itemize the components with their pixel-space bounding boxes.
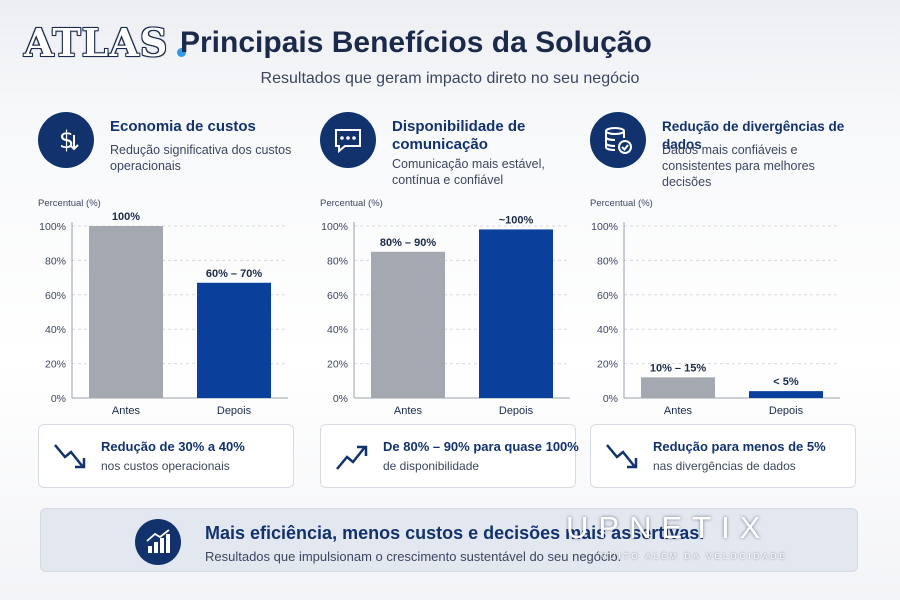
panel-description: Redução significativa dos custos operaci… [110,143,292,173]
y-tick-label: 20% [45,359,66,371]
bar-depois [197,282,271,398]
summary-card: De 80% – 90% para quase 100% de disponib… [320,424,579,488]
data-label: 10% – 15% [650,362,706,374]
panel-description: Dados mais confiáveis e consistentes par… [662,143,815,189]
bar-chart: Percentual (%) 0% 20% 40% 60% 80% 100% 100% Ante… [38,198,288,416]
panel-data-divergence: Redução de divergências de dados Dados m… [590,108,860,493]
y-tick-label: 80% [597,255,618,267]
trend-down-icon [603,437,643,482]
y-axis-label: Percentual (%) [320,198,383,209]
y-tick-label: 20% [597,359,618,371]
y-tick-label: 100% [591,221,618,233]
bar-antes [371,251,445,398]
bar-chart: Percentual (%) 0% 20% 40% 60% 80% 100% 10% – 15… [590,198,840,416]
summary-text: nas divergências de dados [653,459,796,473]
upnetix-watermark: UPNETIX [566,510,771,545]
database-check-icon [590,112,646,168]
y-tick-label: 40% [597,324,618,336]
x-tick-label: Antes [664,405,693,416]
x-tick-label: Antes [394,405,423,416]
summary-text: de disponibilidade [383,459,480,473]
summary-card: Redução para menos de 5% nas divergência… [590,424,856,488]
chat-bubble-icon [320,112,376,168]
y-axis-label: Percentual (%) [590,198,653,209]
y-tick-label: 80% [45,255,66,267]
y-tick-label: 40% [327,324,348,336]
banner-text: Resultados que impulsionam o crescimento… [205,549,622,564]
trend-down-icon [51,437,91,482]
bar-chart: Percentual (%) 0% 20% 40% 60% 80% 100% 80% – 90… [320,198,570,416]
y-tick-label: 0% [603,393,618,405]
y-tick-label: 20% [327,359,348,371]
y-tick-label: 60% [45,290,66,302]
summary-title: De 80% – 90% para quase 100% [383,439,579,454]
summary-text: nos custos operacionais [101,459,230,473]
banner-title: Mais eficiência, menos custos e decisões… [205,523,705,543]
data-label: ~100% [499,214,534,226]
bar-depois [479,229,553,398]
atlas-logo-dot [177,48,186,57]
panel-title: Redução de divergências de dados [662,119,845,152]
bottom-banner: Mais eficiência, menos custos e decisões… [40,508,858,572]
bar-antes [641,377,715,398]
x-tick-label: Antes [112,405,141,416]
summary-title: Redução para menos de 5% [653,439,826,454]
trend-up-icon [333,437,373,482]
panel-communication: Disponibilidade de comunicação Comunicaç… [320,108,590,493]
y-axis-label: Percentual (%) [38,198,101,209]
y-tick-label: 40% [45,324,66,336]
data-label: < 5% [773,376,799,388]
bar-depois [749,391,823,398]
panel-cost-savings: $ Economia de custos Redução significati… [38,108,308,493]
data-label: 60% – 70% [206,268,262,280]
atlas-logo: ATLAS [24,20,169,65]
page-subtitle: Resultados que geram impacto direto no s… [260,70,640,87]
y-tick-label: 0% [333,393,348,405]
summary-card: Redução de 30% a 40% nos custos operacio… [38,424,294,488]
summary-title: Redução de 30% a 40% [101,439,245,454]
panel-title: Economia de custos [110,118,256,135]
y-tick-label: 80% [327,255,348,267]
data-label: 100% [112,211,140,223]
growth-chart-icon [135,519,181,565]
y-tick-label: 100% [321,221,348,233]
x-tick-label: Depois [769,405,804,416]
y-tick-label: 60% [597,290,618,302]
data-label: 80% – 90% [380,237,436,249]
upnetix-tagline: MUITO ALÉM DA VELOCIDADE [600,552,788,561]
y-tick-label: 100% [39,221,66,233]
dollar-down-icon: $ [38,112,94,168]
y-tick-label: 60% [327,290,348,302]
page-title: Principais Benefícios da Solução [180,26,652,59]
x-tick-label: Depois [217,405,252,416]
x-tick-label: Depois [499,405,534,416]
panel-title: Disponibilidade de comunicação [392,118,526,153]
bar-antes [89,226,163,398]
y-tick-label: 0% [51,393,66,405]
panel-description: Comunicação mais estável, contínua e con… [392,157,545,187]
svg-text:$: $ [59,126,74,154]
